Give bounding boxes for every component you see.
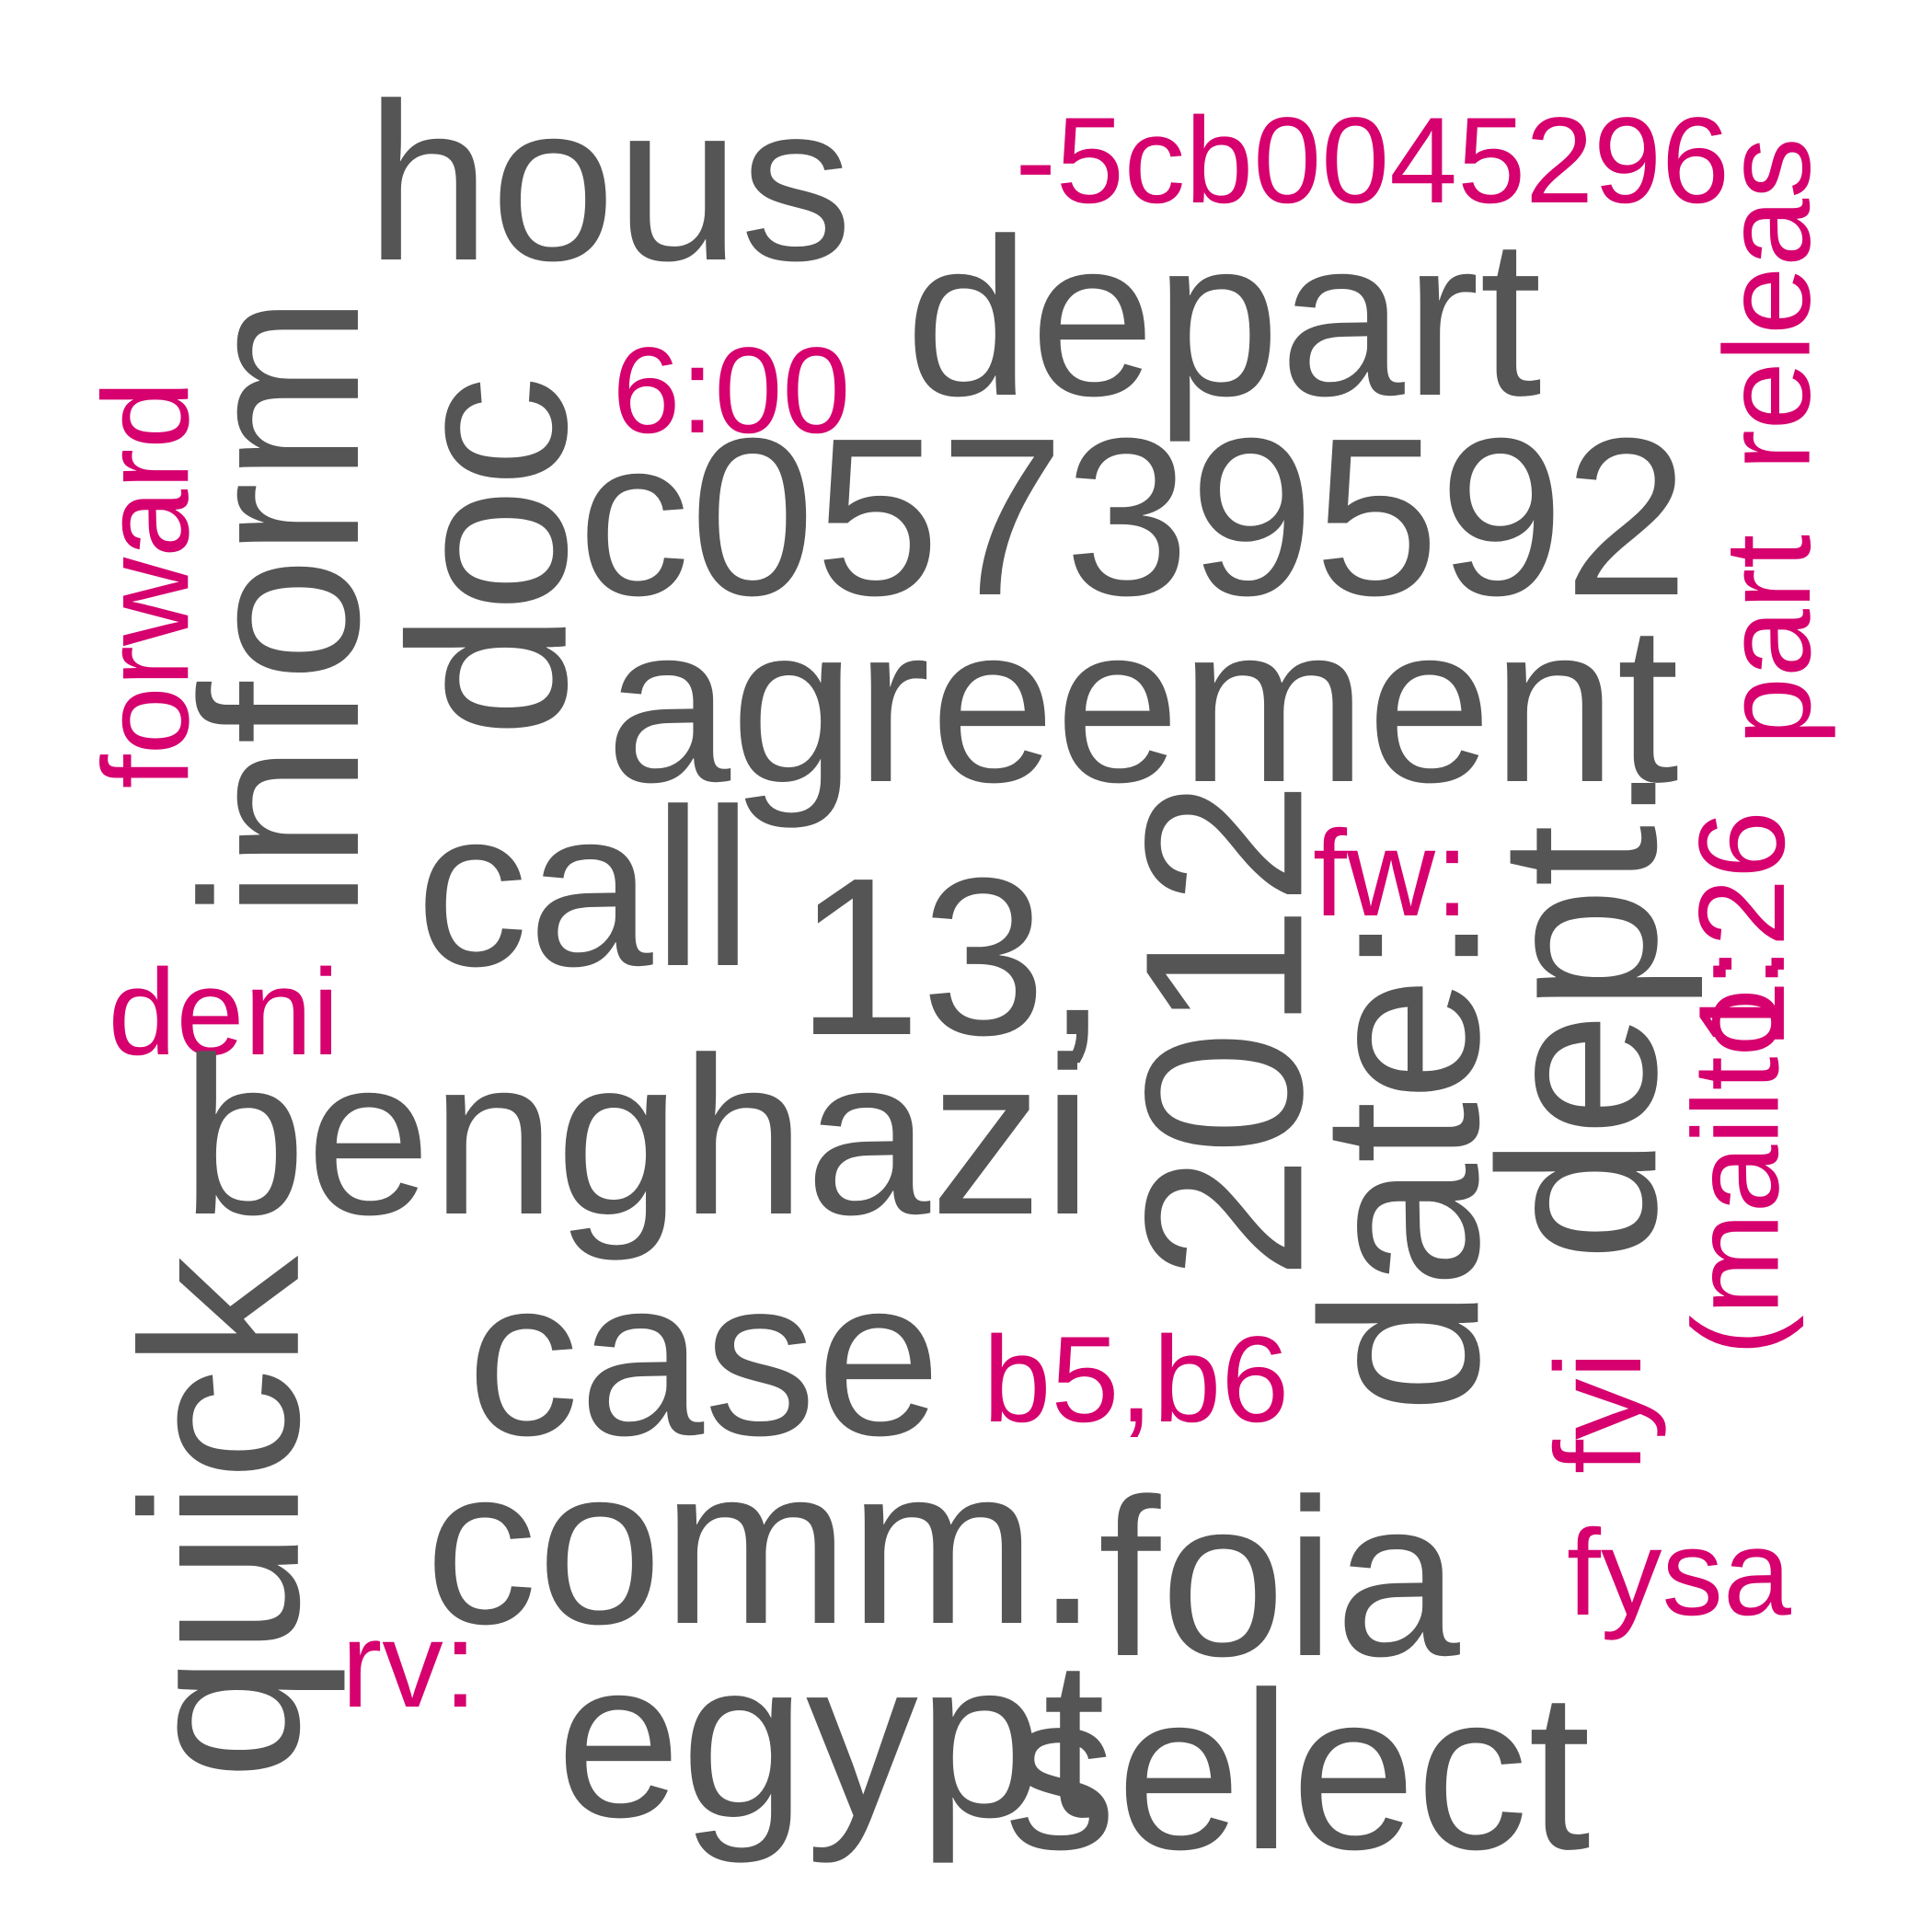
word-depart: depart [905, 191, 1542, 443]
word-benghazi: benghazi [181, 1010, 1093, 1261]
word-13: 13, [796, 831, 1109, 1082]
word-forward: forward [78, 380, 215, 788]
word-c05739592: c05739592 [578, 391, 1689, 642]
word-fw: fw: [1313, 805, 1469, 942]
word-call: call [416, 762, 753, 1013]
word-b5-b6: b5,b6 [983, 1311, 1290, 1448]
word-rv: rv: [341, 1596, 477, 1733]
word-hous: hous [365, 56, 853, 307]
word-fyi: fyi [1530, 1351, 1667, 1474]
word-part: part [1699, 534, 1836, 745]
word-foia: foia [1098, 1452, 1460, 1703]
word-doc: doc [362, 375, 614, 738]
word-comm: comm. [425, 1420, 1098, 1671]
word-fysa: fysa [1567, 1504, 1791, 1641]
word-deni: deni [108, 944, 339, 1081]
word-agreement: agreement [605, 578, 1680, 829]
word-egypt: egypt [556, 1613, 1106, 1864]
word-releas: releas [1699, 136, 1836, 471]
word-mailto: (mailto: [1668, 953, 1805, 1356]
word-date: date: [1273, 914, 1525, 1414]
word-5cb0045296: -5cb0045296 [1015, 92, 1731, 229]
word-6-00: 6:00 [612, 322, 851, 459]
word-select: select [1004, 1645, 1591, 1896]
word-case: case [466, 1231, 941, 1482]
word-quick: quick [94, 1256, 346, 1780]
